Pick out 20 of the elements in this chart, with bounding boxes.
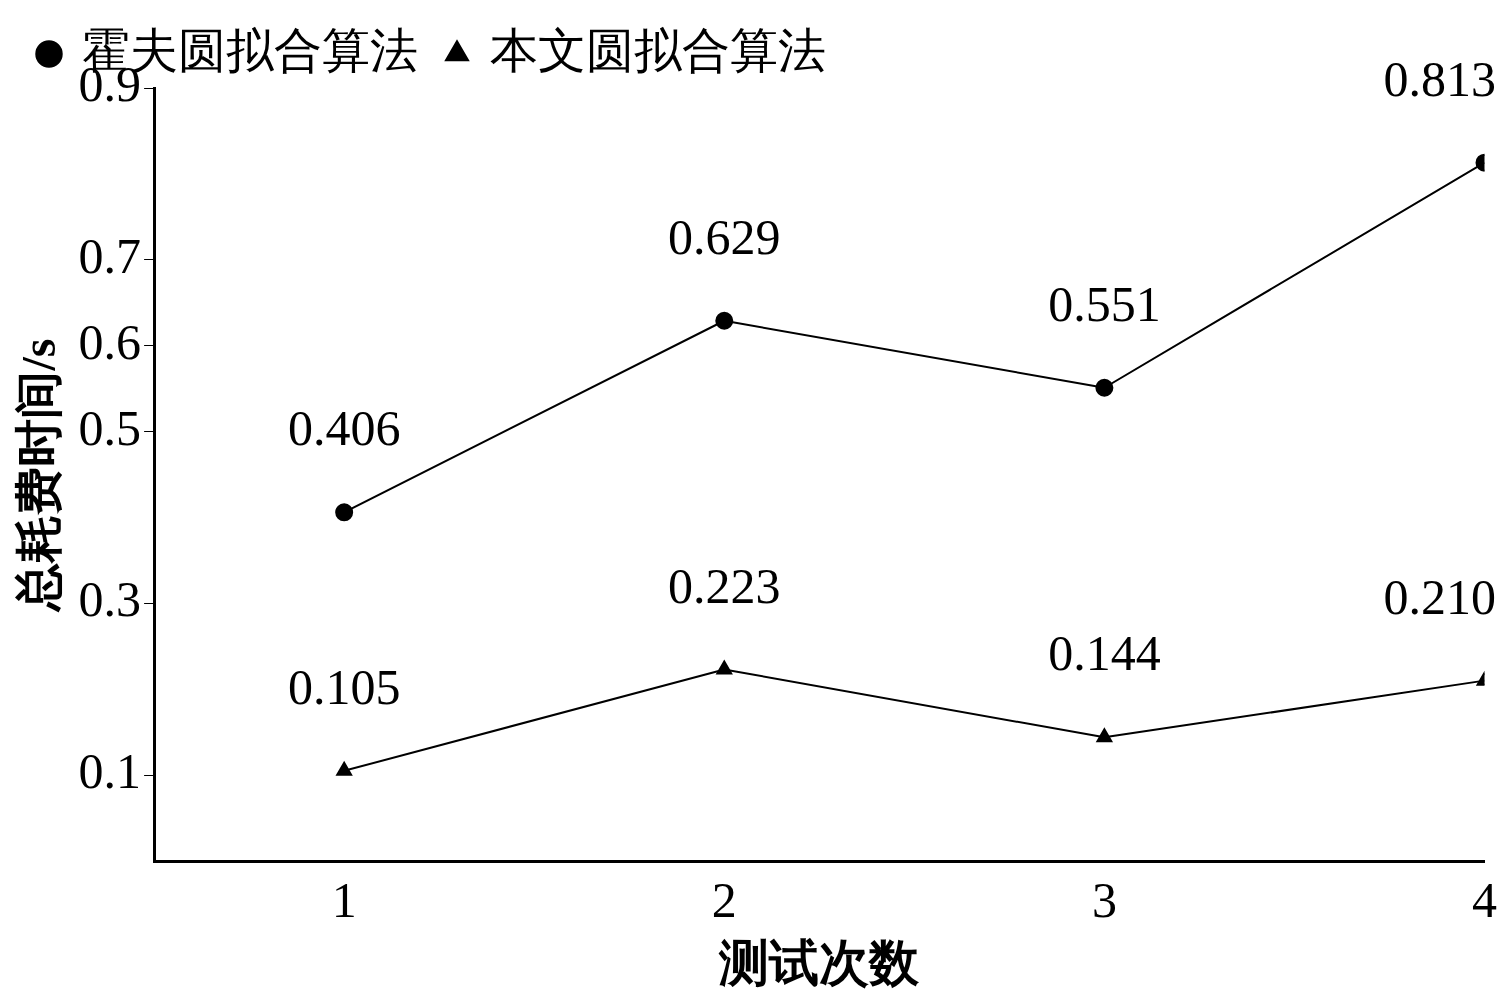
y-tick-label: 0.5 bbox=[78, 399, 142, 456]
x-tick-label: 3 bbox=[1091, 872, 1117, 929]
data-label: 0.629 bbox=[668, 208, 781, 265]
x-tick-label: 1 bbox=[331, 872, 357, 929]
x-tick-label: 4 bbox=[1472, 872, 1497, 929]
data-label: 0.551 bbox=[1048, 275, 1161, 332]
y-axis-title: 总耗费时间/s bbox=[12, 338, 66, 613]
y-tick-label: 0.6 bbox=[78, 313, 142, 370]
y-tick-label: 0.7 bbox=[78, 227, 142, 284]
data-label: 0.406 bbox=[287, 400, 401, 457]
data-label: 0.223 bbox=[668, 557, 781, 614]
data-label: 0.210 bbox=[1383, 568, 1496, 625]
data-label: 0.144 bbox=[1048, 625, 1161, 682]
y-tick-label: 0.1 bbox=[78, 743, 142, 800]
x-tick-label: 2 bbox=[711, 872, 737, 929]
legend-label: 本文圆拟合算法 bbox=[490, 23, 826, 77]
data-label: 0.105 bbox=[287, 658, 401, 715]
data-label: 0.813 bbox=[1383, 50, 1496, 107]
x-axis-title: 测试次数 bbox=[718, 934, 921, 991]
y-tick-label: 0.3 bbox=[78, 571, 142, 628]
